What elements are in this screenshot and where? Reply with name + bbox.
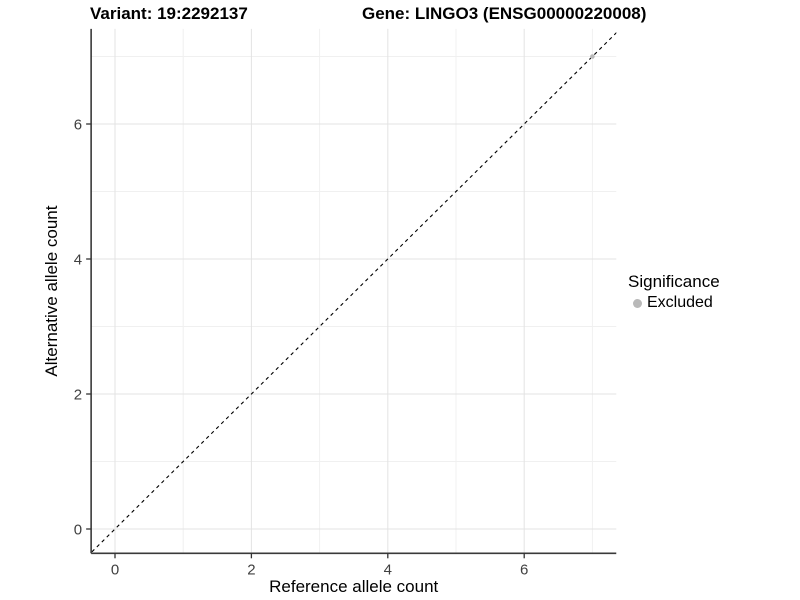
x-axis-title: Reference allele count [269,577,438,596]
legend-entry: Excluded [633,294,720,312]
x-tick-label: 6 [520,561,528,578]
x-tick-label: 4 [384,561,392,578]
y-tick-label: 2 [74,387,82,404]
data-point [590,54,595,59]
legend: Significance Excluded [628,272,720,312]
legend-entry-label: Excluded [647,294,713,311]
identity-line [91,32,617,554]
y-tick-label: 0 [74,522,82,539]
y-axis-title: Alternative allele count [42,205,61,376]
title-variant: Variant: 19:2292137 [90,4,248,23]
legend-title: Significance [628,272,720,291]
y-tick-label: 4 [74,252,82,269]
x-tick-label: 2 [247,561,255,578]
title-gene: Gene: LINGO3 (ENSG00000220008) [362,4,647,23]
x-tick-label: 0 [111,561,119,578]
y-tick-label: 6 [74,117,82,134]
legend-point-icon [633,298,642,308]
